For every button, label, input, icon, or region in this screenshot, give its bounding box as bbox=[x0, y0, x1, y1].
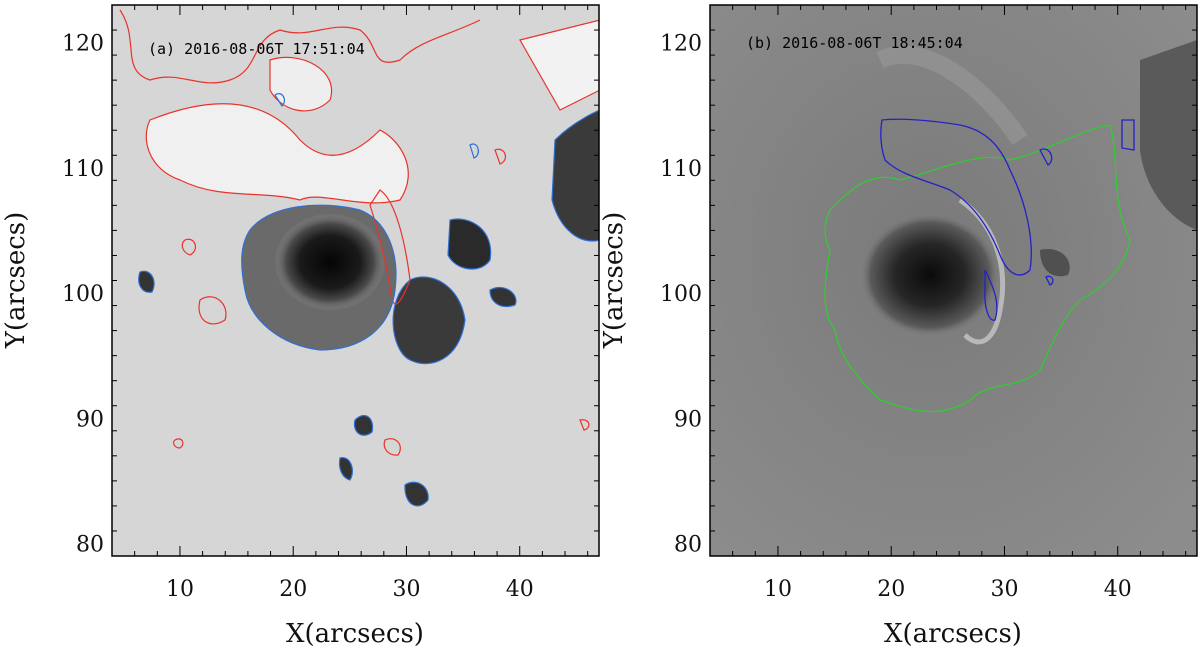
panel-b-image bbox=[710, 5, 1197, 556]
y-tick-label: 100 bbox=[660, 282, 702, 307]
panel-a-image bbox=[112, 5, 599, 556]
y-tick-label: 90 bbox=[76, 407, 104, 432]
y-tick-label: 120 bbox=[62, 32, 104, 57]
panel-b: 10 20 30 40 80 90 100 110 120 (b) 2016-08-06T 18… bbox=[599, 4, 1198, 649]
y-tick-label: 80 bbox=[76, 532, 104, 557]
y-tick-label: 120 bbox=[660, 32, 702, 57]
panel-a: 10 20 30 40 80 90 100 110 120 (a) 2016-08-06T 17… bbox=[1, 4, 600, 649]
panel-b-label: (b) 2016-08-06T 18:45:04 bbox=[746, 34, 963, 52]
panel-a-ylabel: Y(arcsecs) bbox=[1, 212, 31, 350]
y-tick-label: 110 bbox=[660, 157, 702, 182]
panel-a-xlabel: X(arcsecs) bbox=[286, 619, 424, 649]
y-tick-label: 80 bbox=[674, 532, 702, 557]
x-tick-label: 20 bbox=[279, 577, 307, 602]
y-tick-label: 90 bbox=[674, 407, 702, 432]
x-tick-label: 30 bbox=[392, 577, 420, 602]
navy-contours bbox=[880, 118, 1135, 321]
panel-a-label: (a) 2016-08-06T 17:51:04 bbox=[148, 40, 365, 58]
panel-b-ticks: 10 20 30 40 80 90 100 110 120 bbox=[660, 4, 1197, 602]
blue-contours bbox=[138, 93, 599, 507]
panel-b-ylabel: Y(arcsecs) bbox=[599, 212, 629, 350]
x-tick-label: 40 bbox=[1104, 577, 1132, 602]
panel-b-xlabel: X(arcsecs) bbox=[884, 619, 1022, 649]
x-tick-label: 10 bbox=[166, 577, 194, 602]
x-tick-label: 40 bbox=[506, 577, 534, 602]
x-tick-label: 20 bbox=[877, 577, 905, 602]
x-tick-label: 10 bbox=[764, 577, 792, 602]
panel-a-ticks: 10 20 30 40 80 90 100 110 120 bbox=[62, 4, 599, 602]
red-contours bbox=[119, 9, 599, 456]
green-contours bbox=[824, 124, 1131, 413]
y-tick-label: 110 bbox=[62, 157, 104, 182]
x-tick-label: 30 bbox=[990, 577, 1018, 602]
y-tick-label: 100 bbox=[62, 282, 104, 307]
